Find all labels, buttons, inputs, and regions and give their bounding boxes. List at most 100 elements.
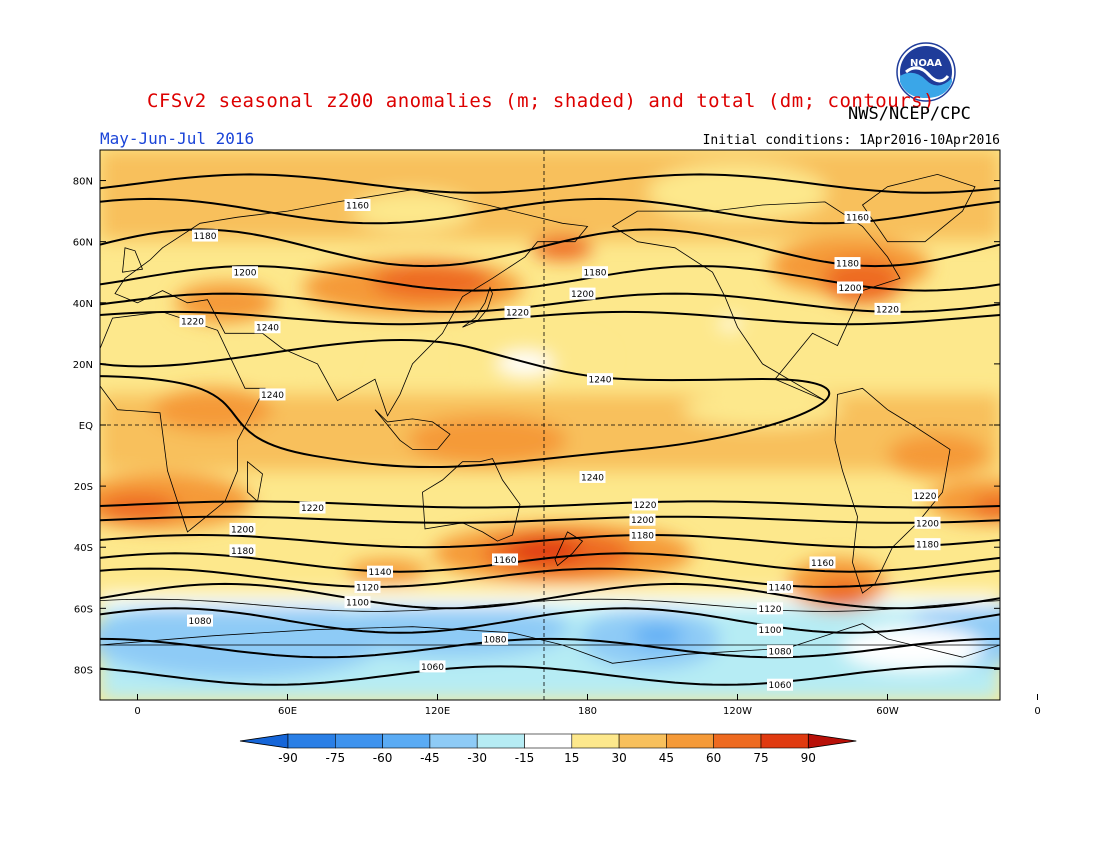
contour-label: 1080 — [482, 632, 508, 645]
coastline — [611, 201, 901, 401]
colorbar-tick-label: -90 — [278, 751, 298, 765]
initial-conditions: Initial conditions: 1Apr2016-10Apr2016 — [702, 133, 1000, 148]
svg-text:1240: 1240 — [581, 473, 604, 483]
contour-label: 1240 — [579, 470, 606, 483]
colorbar-tick-label: 15 — [564, 751, 579, 765]
organization-label: NWS/NCEP/CPC — [848, 104, 971, 124]
svg-text:1080: 1080 — [769, 648, 792, 658]
svg-text:1220: 1220 — [181, 318, 204, 328]
contour-label: 1220 — [504, 305, 531, 318]
contour-label: 1100 — [344, 596, 371, 609]
lon-label: 0 — [1034, 706, 1040, 717]
svg-text:1060: 1060 — [769, 681, 792, 691]
svg-text:1120: 1120 — [759, 605, 782, 615]
contour-label: 1180 — [629, 529, 656, 542]
contour-label: 1200 — [569, 287, 596, 300]
contour-label: 1220 — [632, 498, 658, 511]
lat-label: 20S — [74, 482, 93, 493]
contour-label: 1240 — [254, 321, 281, 334]
svg-text:1220: 1220 — [876, 305, 899, 315]
svg-text:1100: 1100 — [759, 626, 782, 636]
lon-label: 60E — [278, 706, 297, 717]
colorbar-swatch — [429, 733, 478, 749]
svg-text:1080: 1080 — [189, 617, 212, 627]
contour-label: 1060 — [767, 678, 793, 691]
colorbar-swatch — [713, 733, 762, 749]
colorbar-swatch — [524, 733, 573, 749]
lat-label: 60S — [74, 604, 93, 615]
height-contours — [100, 173, 1000, 686]
svg-text:1160: 1160 — [346, 202, 369, 212]
contour-label: 1240 — [259, 388, 286, 401]
coastline — [100, 623, 1000, 664]
contour-label: 1160 — [844, 211, 871, 224]
svg-text:1080: 1080 — [484, 635, 507, 645]
contour-label: 1180 — [914, 538, 941, 551]
coastline — [374, 409, 451, 450]
colorbar: -90 -75 -60 -45 -30 -15 15 30 45 60 75 90 — [239, 733, 857, 765]
height-contour — [100, 292, 1000, 313]
contour-label: 1060 — [419, 660, 446, 673]
colorbar-arrow-right — [807, 733, 857, 749]
coastlines — [100, 173, 1000, 664]
lat-label: 80S — [74, 665, 93, 676]
height-contour — [100, 500, 1000, 509]
svg-text:1180: 1180 — [836, 260, 859, 270]
latitude-axis: 80N 60N 40N 20N EQ 20S 40S 60S 80S — [73, 177, 1000, 676]
contour-labels: 1160 1160 1180 1180 1180 1200 1200 1200 1220 1220… — [179, 199, 941, 691]
coastline — [554, 531, 584, 567]
contour-label: 1160 — [344, 199, 371, 212]
svg-text:1200: 1200 — [571, 290, 594, 300]
lat-label: EQ — [79, 421, 93, 432]
coastline — [114, 189, 589, 417]
colorbar-swatch — [334, 733, 383, 749]
height-contour — [100, 310, 1000, 326]
lat-label: 40N — [73, 299, 93, 310]
lon-label: 60W — [876, 706, 899, 717]
colorbar-arrow-left — [239, 733, 289, 749]
colorbar-tick-label: -15 — [515, 751, 535, 765]
svg-text:1240: 1240 — [261, 391, 284, 401]
contour-label: 1180 — [834, 257, 861, 270]
svg-text:1200: 1200 — [231, 525, 254, 535]
contour-label: 1180 — [582, 266, 608, 279]
contour-label: 1120 — [354, 580, 381, 593]
height-contour — [100, 607, 1000, 634]
contour-label: 1220 — [912, 489, 938, 502]
lat-label: 20N — [73, 360, 93, 371]
colorbar-swatch — [571, 733, 620, 749]
colorbar-tick-label: -60 — [373, 751, 393, 765]
contour-label: 1220 — [179, 315, 206, 328]
svg-text:1100: 1100 — [346, 599, 369, 609]
longitude-axis: 0 60E 120E 180 120W 60W 0 — [134, 694, 1041, 717]
contour-label: 1200 — [837, 281, 863, 294]
coastline — [122, 247, 144, 273]
svg-text:1160: 1160 — [846, 214, 869, 224]
colorbar-swatch — [760, 733, 809, 749]
colorbar-swatch — [476, 733, 525, 749]
svg-text:1120: 1120 — [356, 583, 379, 593]
contour-label: 1080 — [767, 645, 793, 658]
svg-text:1200: 1200 — [839, 284, 862, 294]
contour-label: 1160 — [809, 556, 836, 569]
noaa-logo: NOAA — [896, 42, 956, 102]
svg-text:1160: 1160 — [811, 559, 834, 569]
svg-text:1220: 1220 — [634, 501, 657, 511]
lat-label: 60N — [73, 238, 93, 249]
colorbar-swatch — [618, 733, 667, 749]
colorbar-tick-label: 75 — [753, 751, 768, 765]
height-contour — [100, 582, 1000, 610]
svg-text:NOAA: NOAA — [910, 58, 942, 69]
colorbar-swatch — [666, 733, 715, 749]
contour-label: 1200 — [629, 513, 656, 526]
svg-text:1060: 1060 — [421, 663, 444, 673]
colorbar-tick-label: -30 — [467, 751, 487, 765]
svg-text:1220: 1220 — [506, 308, 529, 318]
colorbar-swatch — [382, 733, 431, 749]
contour-label: 1080 — [187, 614, 213, 627]
colorbar-tick-label: 45 — [659, 751, 674, 765]
colorbar-tick-label: -45 — [420, 751, 440, 765]
colorbar-tick-label: -75 — [325, 751, 345, 765]
height-contour — [100, 173, 1000, 194]
